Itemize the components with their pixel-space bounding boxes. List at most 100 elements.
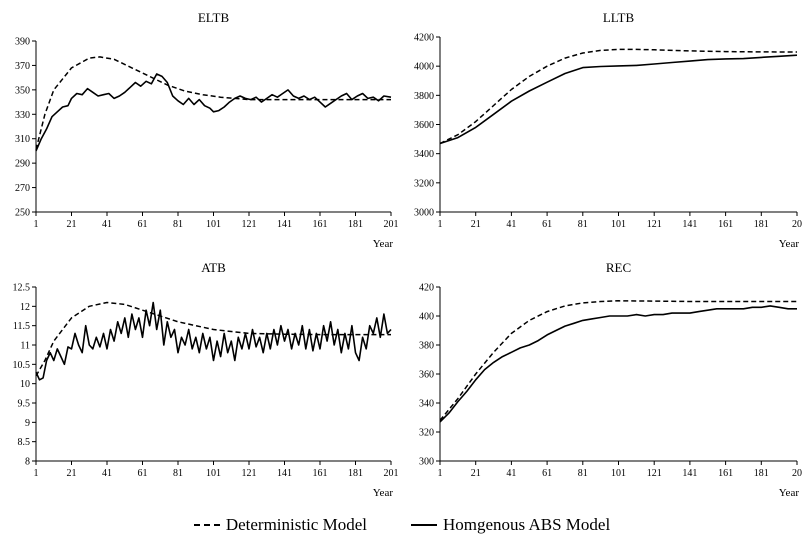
y-tick-label: 330 [15,110,30,121]
solid-line-swatch-icon [410,523,437,526]
chart-title: ATB [201,260,226,275]
y-tick-label: 3200 [414,178,434,189]
chart-title: LLTB [603,10,635,25]
x-tick-label: 1 [438,468,443,479]
x-tick-label: 101 [611,468,626,479]
x-tick-label: 161 [718,468,733,479]
x-tick-label: 61 [542,219,552,230]
y-tick-label: 370 [15,61,30,72]
x-tick-label: 21 [67,219,77,230]
x-tick-label: 61 [542,468,552,479]
y-tick-label: 10.5 [13,360,31,371]
y-tick-label: 310 [15,134,30,145]
x-tick-label: 41 [506,468,516,479]
x-tick-label: 181 [754,219,769,230]
x-tick-label: 181 [348,219,363,230]
x-axis-label: Year [779,487,800,499]
x-tick-label: 141 [277,468,292,479]
y-tick-label: 3600 [414,120,434,131]
x-tick-label: 141 [682,468,697,479]
x-tick-label: 61 [138,468,148,479]
x-tick-label: 141 [277,219,292,230]
x-tick-label: 41 [102,468,112,479]
x-tick-label: 201 [384,219,399,230]
x-tick-label: 21 [471,468,481,479]
dashed-line-swatch-icon [193,523,220,526]
y-tick-label: 3800 [414,91,434,102]
y-tick-label: 9.5 [18,399,31,410]
x-tick-label: 21 [67,468,77,479]
x-tick-label: 81 [578,468,588,479]
x-tick-label: 41 [102,219,112,230]
x-tick-label: 121 [242,468,257,479]
y-tick-label: 390 [15,37,30,48]
y-tick-label: 400 [419,312,434,323]
y-tick-label: 3000 [414,208,434,219]
y-tick-label: 8.5 [18,437,31,448]
x-tick-label: 101 [206,468,221,479]
y-tick-label: 4000 [414,62,434,73]
y-tick-label: 11.5 [13,321,30,332]
legend-item-deterministic: Deterministic Model [193,514,367,535]
y-tick-label: 11 [20,341,30,352]
x-tick-label: 101 [611,219,626,230]
x-tick-label: 121 [647,219,662,230]
series-line-deterministic [35,56,391,150]
x-tick-label: 161 [313,468,328,479]
x-tick-label: 1 [438,219,443,230]
x-axis-label: Year [373,238,394,250]
x-tick-label: 81 [173,468,183,479]
legend-item-abs: Homgenous ABS Model [410,515,610,535]
y-tick-label: 4200 [414,33,434,44]
y-tick-label: 8 [25,457,30,468]
series-line-abs [439,54,798,145]
y-tick-label: 420 [419,283,434,294]
series-line-deterministic [439,300,797,421]
x-tick-label: 41 [506,219,516,230]
y-tick-label: 250 [15,208,30,219]
x-tick-label: 1 [34,468,39,479]
x-tick-label: 181 [754,468,769,479]
legend: Deterministic Model Homgenous ABS Model [0,512,804,537]
y-tick-label: 350 [15,85,30,96]
y-tick-label: 270 [15,183,30,194]
series-line-abs [35,73,392,152]
series-line-deterministic [35,301,391,377]
chart-title: ELTB [198,10,230,25]
series-line-abs [35,301,392,381]
x-tick-label: 1 [34,219,39,230]
x-tick-label: 141 [682,219,697,230]
x-tick-label: 121 [647,468,662,479]
x-tick-label: 201 [384,468,399,479]
y-tick-label: 12.5 [13,283,31,294]
x-tick-label: 81 [578,219,588,230]
x-tick-label: 161 [313,219,328,230]
x-tick-label: 61 [138,219,148,230]
y-tick-label: 300 [419,457,434,468]
x-tick-label: 161 [718,219,733,230]
x-tick-label: 121 [242,219,257,230]
x-tick-label: 101 [206,219,221,230]
y-tick-label: 340 [419,399,434,410]
chart-title: REC [606,260,631,275]
y-tick-label: 290 [15,159,30,170]
y-tick-label: 10 [20,379,30,390]
y-tick-label: 360 [419,370,434,381]
x-tick-label: 20 [792,468,802,479]
x-tick-label: 21 [471,219,481,230]
x-tick-label: 20 [792,219,802,230]
x-axis-label: Year [373,487,394,499]
x-axis-label: Year [779,238,800,250]
y-tick-label: 12 [20,302,30,313]
x-tick-label: 81 [173,219,183,230]
legend-label-deterministic: Deterministic Model [225,514,367,534]
series-line-deterministic [439,48,798,145]
series-line-abs [439,305,797,423]
x-tick-label: 181 [348,468,363,479]
y-tick-label: 320 [419,428,434,439]
